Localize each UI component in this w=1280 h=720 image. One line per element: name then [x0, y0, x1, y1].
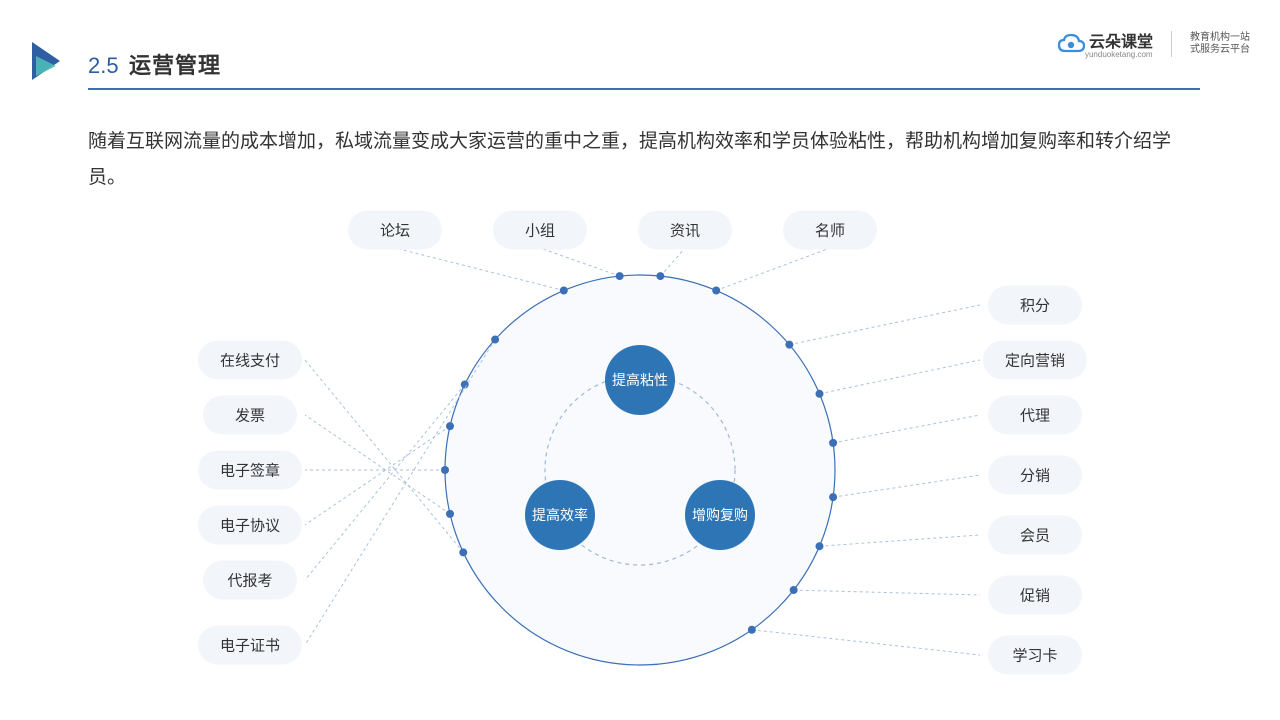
- hub-sticky: 提高粘性: [605, 345, 675, 415]
- node-left-esign: 电子签章: [198, 451, 302, 490]
- node-left-invoice: 发票: [203, 396, 297, 435]
- node-right-points: 积分: [988, 286, 1082, 325]
- brand-tagline: 教育机构一站 式服务云平台: [1190, 32, 1250, 56]
- hub-repurchase: 增购复购: [685, 480, 755, 550]
- brand-divider: [1171, 31, 1172, 57]
- node-right-member: 会员: [988, 516, 1082, 555]
- diagram-svg: [0, 190, 1280, 710]
- node-right-agent: 代理: [988, 396, 1082, 435]
- brand-tagline-l2: 式服务云平台: [1190, 44, 1250, 56]
- corner-logo: [30, 40, 66, 87]
- brand-block: 云朵课堂 yunduoketang.com 教育机构一站 式服务云平台: [1057, 28, 1250, 59]
- brand-name: 云朵课堂: [1089, 28, 1153, 52]
- node-right-distrib: 分销: [988, 456, 1082, 495]
- brand-tagline-l1: 教育机构一站: [1190, 32, 1250, 44]
- brand-logo: 云朵课堂 yunduoketang.com: [1057, 28, 1153, 59]
- hub-efficient: 提高效率: [525, 480, 595, 550]
- page-title: 运营管理: [129, 53, 221, 78]
- brand-url: yunduoketang.com: [1085, 50, 1153, 59]
- node-right-promo: 促销: [988, 576, 1082, 615]
- node-top-group: 小组: [493, 211, 587, 250]
- node-left-eagree: 电子协议: [198, 506, 302, 545]
- description: 随着互联网流量的成本增加，私域流量变成大家运营的重中之重，提高机构效率和学员体验…: [88, 124, 1200, 196]
- node-top-teacher: 名师: [783, 211, 877, 250]
- node-right-marketing: 定向营销: [983, 341, 1087, 380]
- section-number: 2.5: [88, 53, 119, 78]
- node-left-pay: 在线支付: [198, 341, 302, 380]
- slide: 2.5 运营管理 云朵课堂 yunduoketang.com 教育机构一站 式服…: [0, 0, 1280, 720]
- node-top-news: 资讯: [638, 211, 732, 250]
- title-row: 2.5 运营管理: [88, 48, 1200, 90]
- node-top-forum: 论坛: [348, 211, 442, 250]
- node-left-cert: 电子证书: [198, 626, 302, 665]
- node-left-exam: 代报考: [203, 561, 297, 600]
- node-right-card: 学习卡: [988, 636, 1082, 675]
- diagram: 论坛 小组 资讯 名师在线支付发票电子签章电子协议代报考电子证书 积分定向营销代理分销会…: [0, 190, 1280, 710]
